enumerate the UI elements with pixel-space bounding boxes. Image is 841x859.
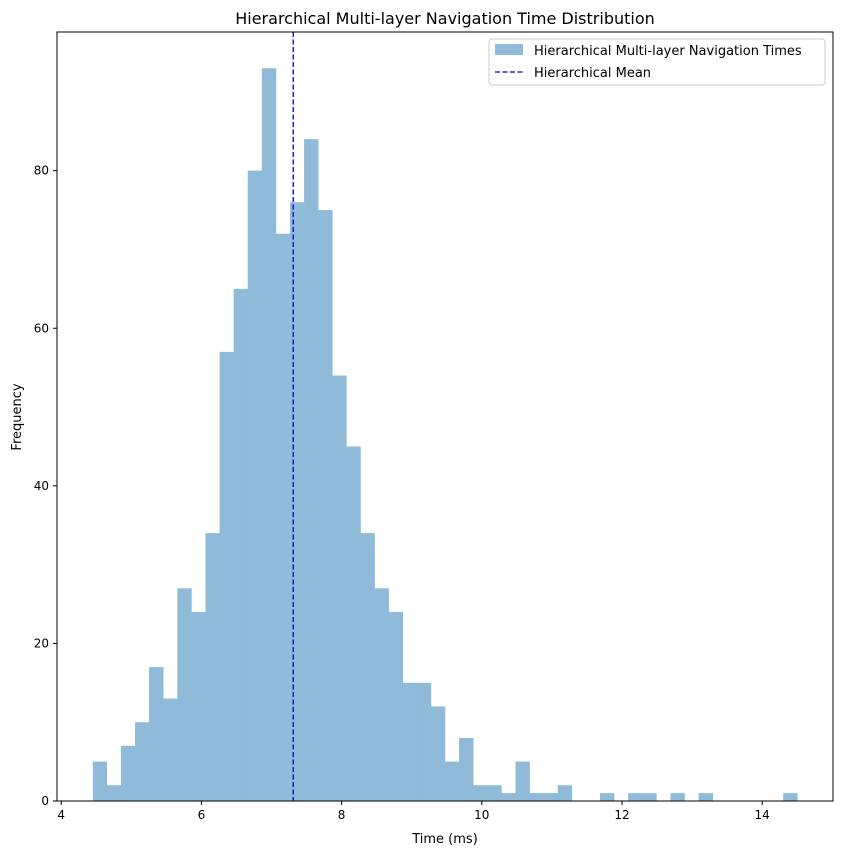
histogram-bar	[698, 793, 714, 801]
histogram-bar	[430, 706, 446, 801]
plot-frame	[56, 31, 834, 802]
legend-bars-label: Hierarchical Multi-layer Navigation Time…	[534, 44, 802, 59]
x-tick-label: 6	[198, 808, 206, 822]
histogram-bar	[304, 139, 319, 801]
histogram-bar	[219, 351, 234, 801]
histogram-bar	[275, 233, 291, 801]
y-tick-label: 80	[34, 164, 49, 178]
x-tick-label: 10	[474, 808, 489, 822]
histogram-bar	[473, 785, 488, 801]
histogram-bar	[445, 761, 460, 801]
legend-mean-label: Hierarchical Mean	[534, 66, 651, 81]
x-axis-ticks: 4 6 8 10 12 14	[57, 801, 770, 822]
legend-box	[488, 38, 826, 86]
x-axis-label: Time (ms)	[411, 832, 478, 847]
histogram-bar	[120, 745, 136, 801]
histogram-bar	[599, 793, 615, 801]
histogram-bar	[135, 722, 150, 801]
histogram-bar	[177, 588, 192, 801]
bars-group	[92, 68, 798, 802]
histogram-bar	[543, 793, 559, 801]
legend-bars-swatch	[495, 44, 523, 55]
y-axis-label: Frequency	[10, 383, 25, 450]
legend: Hierarchical Multi-layer Navigation Time…	[488, 38, 826, 86]
histogram-bar	[247, 170, 263, 802]
histogram-bar	[290, 202, 305, 801]
histogram-bar	[642, 793, 657, 801]
x-tick-label: 4	[57, 808, 65, 822]
histogram-bar	[233, 288, 249, 801]
histogram-bar	[106, 785, 122, 801]
histogram-bar	[557, 785, 573, 801]
histogram-bar	[261, 68, 277, 802]
histogram-bar	[459, 737, 474, 801]
y-tick-label: 60	[34, 321, 49, 335]
histogram-bar	[191, 611, 206, 801]
histogram-bar	[360, 533, 375, 801]
histogram-bar	[205, 533, 220, 801]
x-tick-label: 8	[338, 808, 346, 822]
y-tick-label: 40	[34, 479, 49, 493]
histogram-bar	[149, 667, 164, 801]
x-tick-label: 12	[614, 808, 629, 822]
histogram-bar	[628, 793, 643, 801]
y-tick-label: 0	[41, 794, 49, 808]
histogram-bar	[501, 793, 516, 801]
y-tick-label: 20	[34, 636, 49, 650]
histogram-bar	[318, 210, 333, 801]
histogram-bar	[332, 375, 347, 801]
histogram-bar	[783, 793, 798, 801]
histogram-bar	[515, 761, 530, 801]
histogram-bar	[670, 793, 685, 801]
x-tick-label: 14	[755, 808, 770, 822]
histogram-bar	[163, 698, 178, 801]
histogram-bar	[416, 682, 432, 801]
histogram-bar	[346, 446, 361, 801]
histogram-bar	[374, 588, 389, 801]
histogram-bar	[529, 793, 544, 801]
y-axis-ticks: 0 20 40 60 80	[34, 164, 57, 808]
chart-title: Hierarchical Multi-layer Navigation Time…	[235, 9, 655, 28]
histogram-bar	[487, 785, 502, 801]
histogram-bar	[402, 682, 418, 801]
histogram-bar	[388, 611, 404, 801]
histogram-bar	[92, 761, 108, 801]
